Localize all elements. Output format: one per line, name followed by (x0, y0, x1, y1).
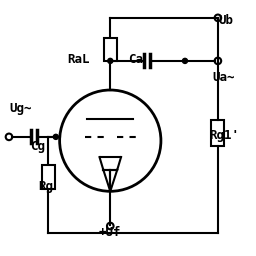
Text: RaL: RaL (67, 54, 90, 66)
Text: Ca: Ca (128, 54, 143, 66)
Circle shape (53, 134, 58, 140)
Bar (211, 120, 225, 146)
Text: Cg: Cg (30, 140, 46, 153)
Circle shape (183, 58, 187, 63)
Circle shape (108, 58, 113, 63)
Bar (104, 38, 117, 61)
Text: Ug~: Ug~ (9, 102, 31, 114)
Text: Ub: Ub (218, 14, 233, 27)
Text: Rg: Rg (38, 180, 53, 193)
Text: Rg1': Rg1' (209, 129, 239, 142)
Bar (42, 165, 55, 189)
Text: +Uf: +Uf (99, 226, 121, 239)
Text: Ua~: Ua~ (213, 71, 235, 84)
